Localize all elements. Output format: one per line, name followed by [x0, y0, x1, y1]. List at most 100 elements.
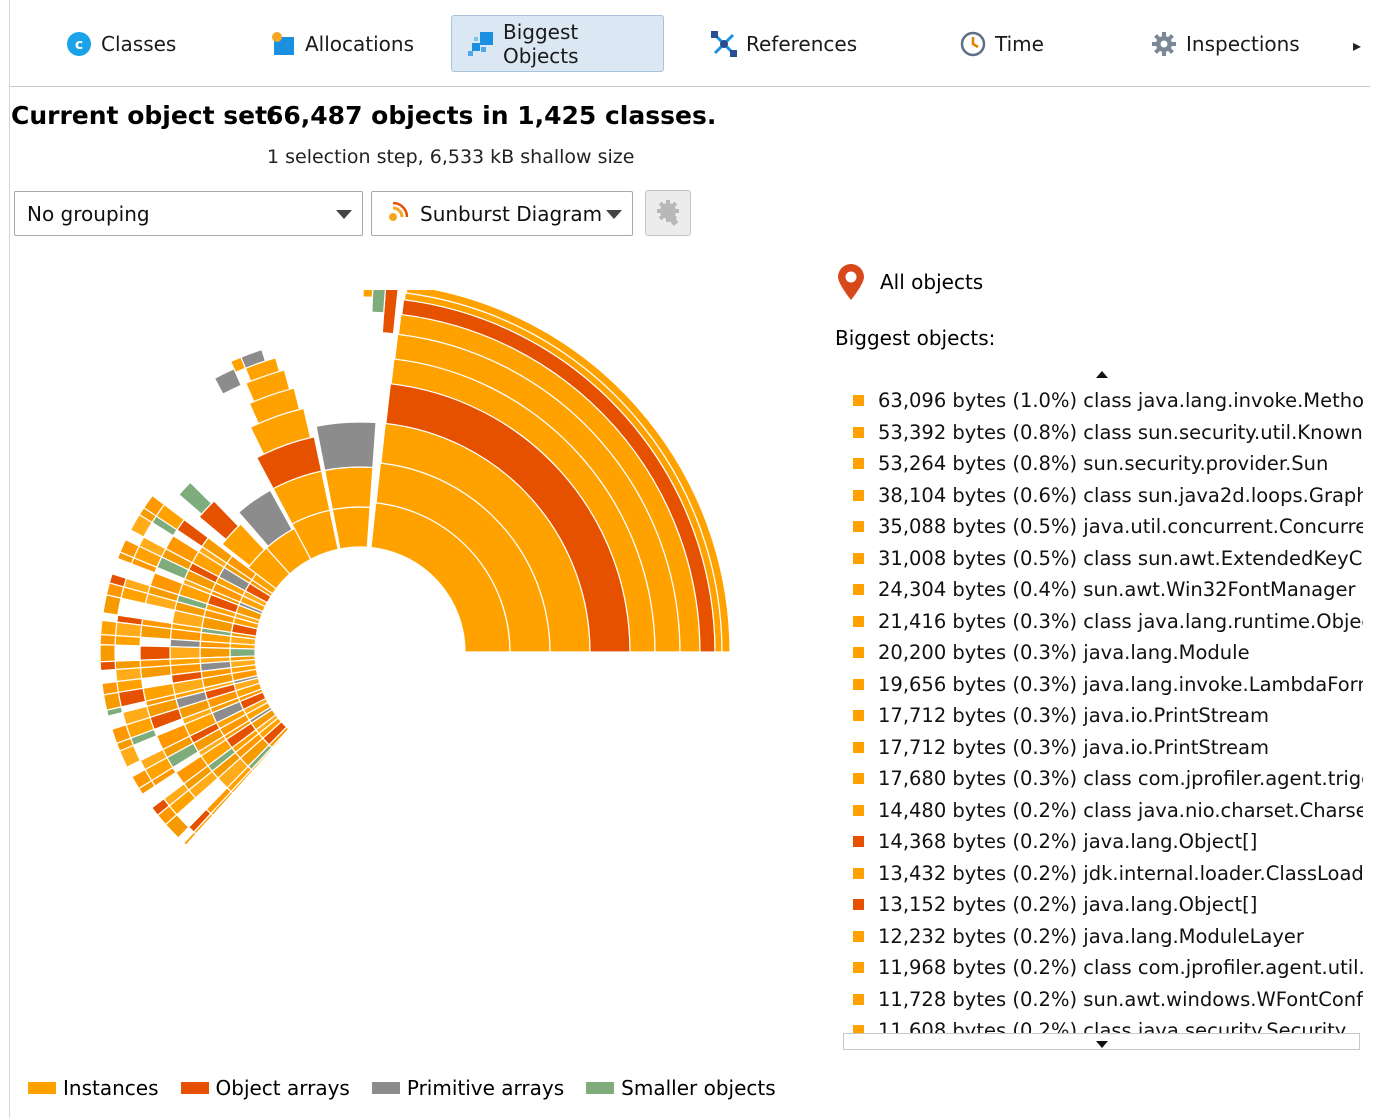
list-item[interactable]: 13,432 bytes (0.2%) jdk.internal.loader.…	[843, 858, 1363, 890]
chevron-down-icon	[336, 210, 352, 219]
sunburst-segment[interactable]	[114, 621, 143, 638]
breadcrumb-label: All objects	[880, 270, 984, 294]
tab-references[interactable]: References	[711, 15, 857, 72]
list-item[interactable]: 11,968 bytes (0.2%) class com.jprofiler.…	[843, 952, 1363, 984]
object-type-swatch	[853, 993, 864, 1005]
list-item[interactable]: 24,304 bytes (0.4%) sun.awt.Win32FontMan…	[843, 574, 1363, 606]
sunburst-segment[interactable]	[99, 644, 116, 663]
object-type-swatch	[853, 836, 864, 848]
object-type-swatch	[853, 773, 864, 785]
list-item[interactable]: 11,728 bytes (0.2%) sun.awt.windows.WFon…	[843, 984, 1363, 1016]
list-item[interactable]: 13,152 bytes (0.2%) java.lang.Object[]	[843, 889, 1363, 921]
scroll-down-icon[interactable]	[1096, 1041, 1108, 1048]
selection-summary: 1 selection step, 6,533 kB shallow size	[267, 146, 635, 168]
list-item-label: 35,088 bytes (0.5%) java.util.concurrent…	[878, 515, 1363, 539]
breadcrumb[interactable]: All objects	[836, 262, 983, 302]
inspect-selection-button[interactable]	[645, 190, 691, 236]
sunburst-segment[interactable]	[381, 290, 399, 335]
tab-classes[interactable]: c Classes	[66, 15, 176, 72]
list-item[interactable]: 12,232 bytes (0.2%) java.lang.ModuleLaye…	[843, 921, 1363, 953]
sunburst-segment[interactable]	[114, 634, 142, 647]
list-item[interactable]: 35,088 bytes (0.5%) java.util.concurrent…	[843, 511, 1363, 543]
sunburst-segment[interactable]	[169, 646, 201, 660]
list-item-label: 31,008 bytes (0.5%) class sun.awt.Extend…	[878, 546, 1363, 570]
list-item-label: 17,712 bytes (0.3%) java.io.PrintStream	[878, 735, 1269, 759]
list-item[interactable]: 53,392 bytes (0.8%) class sun.security.u…	[843, 417, 1363, 449]
current-object-set-label: Current object set:	[11, 101, 278, 130]
sunburst-segment[interactable]	[116, 551, 135, 565]
list-item[interactable]: 31,008 bytes (0.5%) class sun.awt.Extend…	[843, 543, 1363, 575]
list-item[interactable]: 14,480 bytes (0.2%) class java.nio.chars…	[843, 795, 1363, 827]
object-type-swatch	[853, 899, 864, 911]
sunburst-segment[interactable]	[139, 645, 171, 661]
legend-label: Primitive arrays	[406, 1076, 565, 1100]
sunburst-diagram[interactable]	[40, 290, 800, 910]
object-type-swatch	[853, 395, 864, 407]
sunburst-segment[interactable]	[178, 481, 213, 516]
list-item[interactable]: 14,368 bytes (0.2%) java.lang.Object[]	[843, 826, 1363, 858]
legend-item-smaller-objects: Smaller objects	[586, 1076, 776, 1100]
biggest-objects-label: Biggest objects:	[835, 326, 996, 350]
list-item[interactable]: 38,104 bytes (0.6%) class sun.java2d.loo…	[843, 480, 1363, 512]
current-object-set-value: 66,487 objects in 1,425 classes.	[266, 101, 717, 130]
list-item[interactable]: 21,416 bytes (0.3%) class java.lang.runt…	[843, 606, 1363, 638]
tab-label: Classes	[101, 31, 177, 56]
sunburst-segment[interactable]	[99, 660, 117, 672]
tab-inspections[interactable]: Inspections	[1151, 15, 1300, 72]
view-mode-select[interactable]: Sunburst Diagram	[371, 191, 633, 236]
tab-biggest-objects[interactable]: Biggest Objects	[451, 15, 664, 72]
allocations-icon	[270, 31, 296, 57]
sunburst-segment[interactable]	[371, 290, 386, 314]
list-item[interactable]: 17,680 bytes (0.3%) class com.jprofiler.…	[843, 763, 1363, 795]
sunburst-segment[interactable]	[362, 290, 374, 298]
sunburst-segment[interactable]	[331, 506, 371, 550]
sunburst-segment[interactable]	[199, 646, 231, 659]
list-item[interactable]: 11,608 bytes (0.2%) class java.security.…	[843, 1015, 1363, 1033]
sunburst-segment[interactable]	[139, 664, 173, 680]
object-type-swatch	[853, 489, 864, 501]
legend-label: Object arrays	[215, 1076, 350, 1100]
list-item-label: 21,416 bytes (0.3%) class java.lang.runt…	[878, 609, 1363, 633]
list-item-label: 38,104 bytes (0.6%) class sun.java2d.loo…	[878, 483, 1363, 507]
chevron-right-icon[interactable]: ▸	[1353, 36, 1362, 55]
object-type-swatch	[853, 426, 864, 438]
list-item-label: 13,152 bytes (0.2%) java.lang.Object[]	[878, 893, 1258, 917]
time-icon	[960, 31, 986, 57]
location-pin-icon	[836, 263, 866, 301]
object-type-swatch	[853, 741, 864, 753]
list-item[interactable]: 53,264 bytes (0.8%) sun.security.provide…	[843, 448, 1363, 480]
sunburst-segment[interactable]	[99, 633, 117, 646]
sunburst-segment[interactable]	[323, 466, 374, 511]
tab-time[interactable]: Time	[960, 15, 1044, 72]
tab-allocations[interactable]: Allocations	[270, 15, 414, 72]
list-item[interactable]: 17,712 bytes (0.3%) java.io.PrintStream	[843, 732, 1363, 764]
list-item[interactable]: 19,656 bytes (0.3%) java.lang.invoke.Lam…	[843, 669, 1363, 701]
sunburst-segment[interactable]	[137, 779, 156, 796]
list-item[interactable]: 63,096 bytes (1.0%) class java.lang.invo…	[843, 385, 1363, 417]
object-type-swatch	[853, 552, 864, 564]
list-item-label: 17,680 bytes (0.3%) class com.jprofiler.…	[878, 767, 1363, 791]
sunburst-segment[interactable]	[182, 831, 197, 847]
list-item[interactable]: 20,200 bytes (0.3%) java.lang.Module	[843, 637, 1363, 669]
sunburst-segment[interactable]	[102, 594, 122, 616]
sunburst-segment[interactable]	[405, 290, 731, 653]
object-type-swatch	[853, 647, 864, 659]
sunburst-segment[interactable]	[237, 489, 293, 548]
sunburst-segment[interactable]	[99, 619, 118, 637]
legend-label: Smaller objects	[621, 1076, 776, 1100]
sunburst-segment[interactable]	[265, 733, 297, 772]
grouping-select[interactable]: No grouping	[14, 191, 363, 236]
legend-swatch	[371, 1082, 400, 1094]
legend-item-object-arrays: Object arrays	[180, 1076, 350, 1100]
list-item[interactable]: 17,712 bytes (0.3%) java.io.PrintStream	[843, 700, 1363, 732]
sunburst-segment[interactable]	[213, 368, 243, 395]
list-item-label: 17,712 bytes (0.3%) java.io.PrintStream	[878, 704, 1269, 728]
sunburst-segment[interactable]	[315, 421, 377, 472]
list-item-label: 20,200 bytes (0.3%) java.lang.Module	[878, 641, 1250, 665]
tab-bar-divider	[10, 86, 1370, 87]
scroll-up-icon[interactable]	[1096, 371, 1108, 378]
tab-label: Allocations	[305, 31, 415, 56]
list-item-label: 13,432 bytes (0.2%) jdk.internal.loader.…	[878, 861, 1363, 885]
list-item-label: 11,728 bytes (0.2%) sun.awt.windows.WFon…	[878, 987, 1363, 1011]
object-type-swatch	[853, 710, 864, 722]
